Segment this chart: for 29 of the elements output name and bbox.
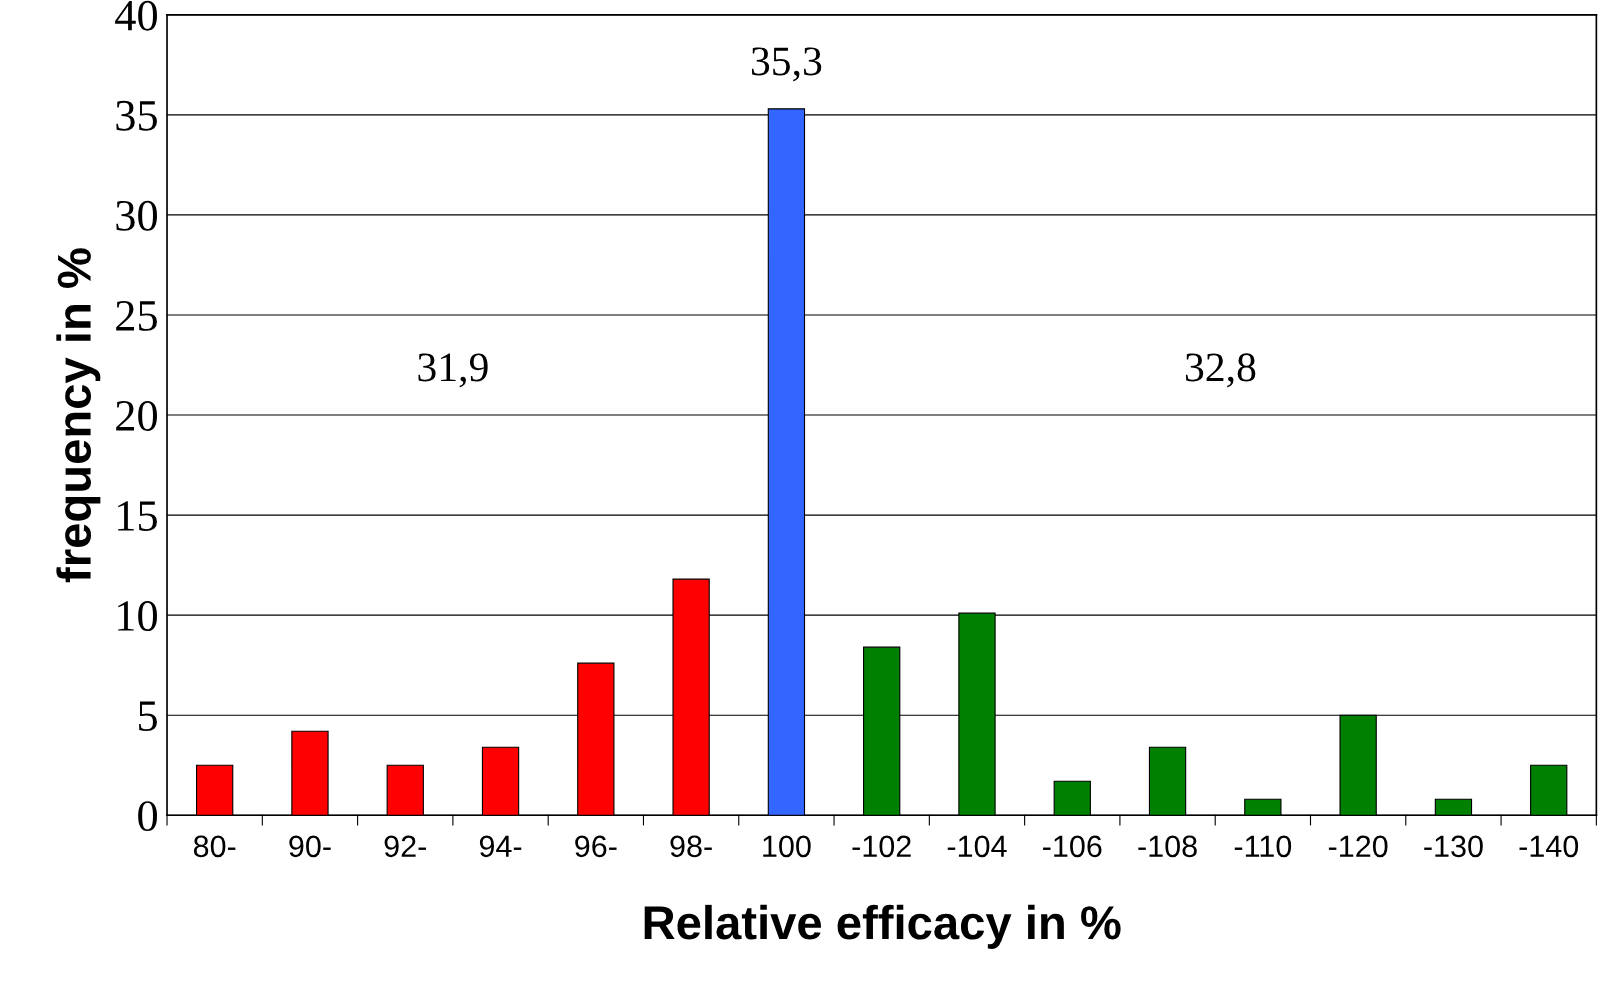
- annotation: 31,9: [418, 353, 488, 388]
- x-tick-label: -102: [852, 835, 911, 858]
- x-tick-label: -104: [947, 835, 1007, 858]
- x-tick-label: -140: [1519, 835, 1579, 858]
- y-tick-label: 15: [118, 501, 157, 531]
- x-tick-label: -110: [1234, 835, 1292, 858]
- x-tick-label: 98-: [670, 835, 712, 858]
- x-tick-label: -120: [1328, 835, 1388, 858]
- x-tick-label: 80-: [193, 835, 236, 858]
- y-tick-label: 20: [116, 400, 157, 431]
- x-tick-label: 100: [763, 835, 811, 858]
- x-tick-label: 96-: [575, 835, 617, 858]
- y-tick-label: 30: [116, 200, 157, 231]
- y-axis-title: frequency in %: [56, 248, 101, 583]
- data-label: 35,3: [751, 47, 822, 82]
- annotation: 32,8: [1185, 353, 1256, 388]
- y-tick-label: 5: [139, 701, 157, 732]
- y-tick-label: 25: [116, 300, 157, 331]
- x-tick-label: -108: [1138, 835, 1197, 858]
- y-tick-label: 40: [115, 0, 157, 31]
- x-tick-label: 94-: [479, 835, 522, 858]
- x-tick-label: -106: [1043, 835, 1102, 858]
- x-tick-label: 90-: [289, 835, 331, 858]
- x-tick-label: 92-: [384, 835, 426, 858]
- y-tick-label: 10: [118, 601, 157, 632]
- y-tick-label: 0: [138, 801, 157, 832]
- x-tick-label: -130: [1424, 835, 1483, 858]
- x-axis-title: Relative efficacy in %: [644, 904, 1121, 949]
- y-tick-label: 35: [116, 100, 157, 131]
